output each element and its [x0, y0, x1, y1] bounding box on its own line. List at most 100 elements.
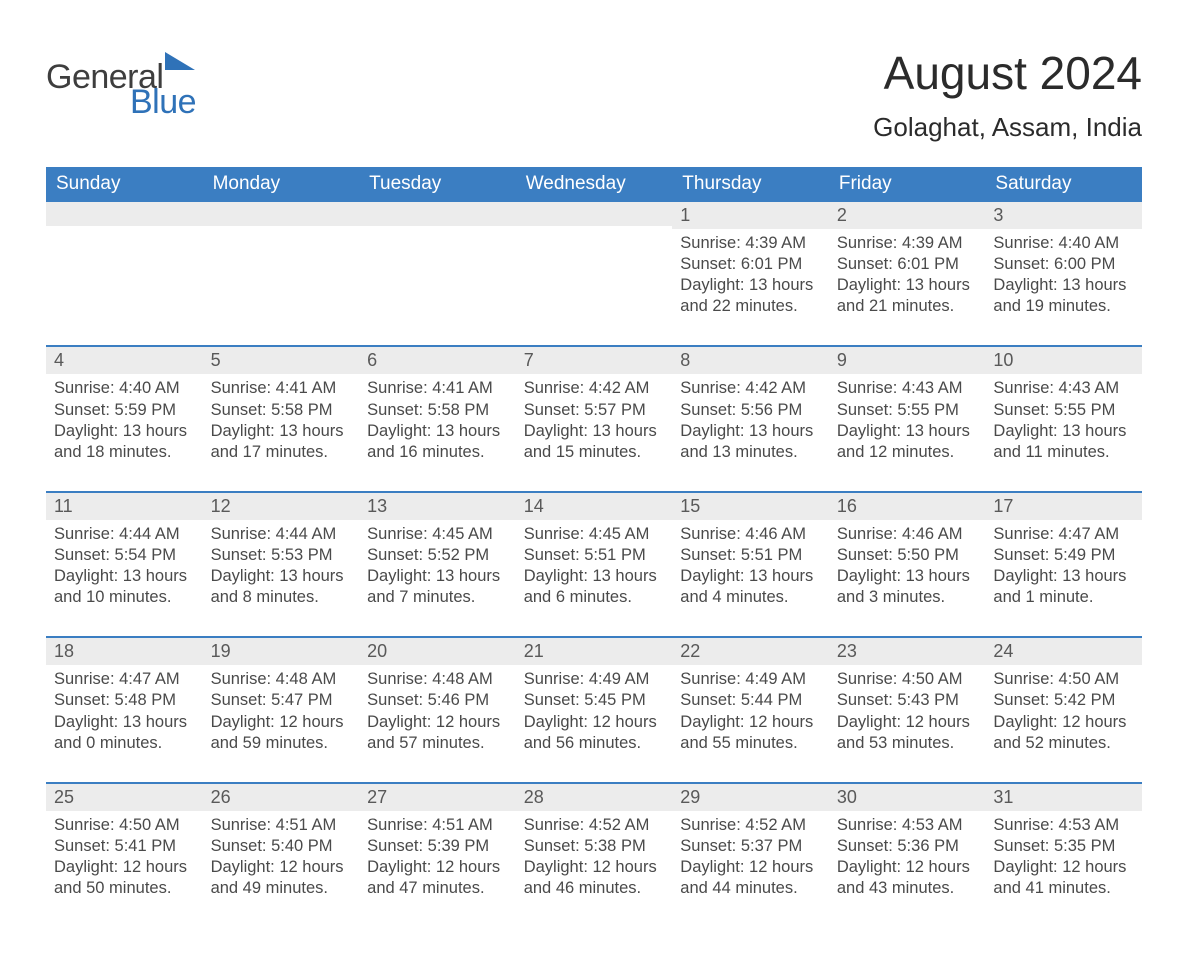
day-cell: 1Sunrise: 4:39 AMSunset: 6:01 PMDaylight… [672, 202, 829, 317]
day-body: Sunrise: 4:51 AMSunset: 5:39 PMDaylight:… [359, 811, 516, 899]
sunset-text: Sunset: 6:01 PM [680, 254, 821, 275]
day-body [46, 226, 203, 230]
daylight-text: Daylight: 12 hours and 50 minutes. [54, 857, 195, 899]
day-number [516, 202, 673, 226]
sunset-text: Sunset: 5:39 PM [367, 836, 508, 857]
sunrise-text: Sunrise: 4:46 AM [837, 524, 978, 545]
sunset-text: Sunset: 5:46 PM [367, 690, 508, 711]
weekday-monday: Monday [203, 167, 360, 202]
day-cell: 11Sunrise: 4:44 AMSunset: 5:54 PMDayligh… [46, 493, 203, 608]
daylight-text: Daylight: 12 hours and 52 minutes. [993, 712, 1134, 754]
day-cell: 21Sunrise: 4:49 AMSunset: 5:45 PMDayligh… [516, 638, 673, 753]
day-number: 17 [985, 493, 1142, 520]
sunset-text: Sunset: 5:52 PM [367, 545, 508, 566]
day-body: Sunrise: 4:49 AMSunset: 5:45 PMDaylight:… [516, 665, 673, 753]
day-number: 12 [203, 493, 360, 520]
day-body: Sunrise: 4:44 AMSunset: 5:53 PMDaylight:… [203, 520, 360, 608]
day-body: Sunrise: 4:43 AMSunset: 5:55 PMDaylight:… [829, 374, 986, 462]
weekday-thursday: Thursday [672, 167, 829, 202]
sunrise-text: Sunrise: 4:50 AM [54, 815, 195, 836]
day-body [516, 226, 673, 230]
day-number: 15 [672, 493, 829, 520]
sunrise-text: Sunrise: 4:39 AM [680, 233, 821, 254]
day-number: 28 [516, 784, 673, 811]
day-body: Sunrise: 4:42 AMSunset: 5:57 PMDaylight:… [516, 374, 673, 462]
sunset-text: Sunset: 5:54 PM [54, 545, 195, 566]
day-number: 31 [985, 784, 1142, 811]
daylight-text: Daylight: 12 hours and 53 minutes. [837, 712, 978, 754]
day-body: Sunrise: 4:41 AMSunset: 5:58 PMDaylight:… [203, 374, 360, 462]
sunset-text: Sunset: 5:58 PM [211, 400, 352, 421]
sunset-text: Sunset: 5:51 PM [524, 545, 665, 566]
sunrise-text: Sunrise: 4:52 AM [524, 815, 665, 836]
sunrise-text: Sunrise: 4:40 AM [993, 233, 1134, 254]
day-body: Sunrise: 4:39 AMSunset: 6:01 PMDaylight:… [672, 229, 829, 317]
title-block: August 2024 Golaghat, Assam, India [873, 50, 1142, 143]
day-number: 25 [46, 784, 203, 811]
day-number: 21 [516, 638, 673, 665]
sunset-text: Sunset: 5:55 PM [837, 400, 978, 421]
sunrise-text: Sunrise: 4:41 AM [367, 378, 508, 399]
day-number: 26 [203, 784, 360, 811]
day-cell: 29Sunrise: 4:52 AMSunset: 5:37 PMDayligh… [672, 784, 829, 899]
day-cell: 22Sunrise: 4:49 AMSunset: 5:44 PMDayligh… [672, 638, 829, 753]
day-number: 11 [46, 493, 203, 520]
daylight-text: Daylight: 12 hours and 56 minutes. [524, 712, 665, 754]
sunset-text: Sunset: 5:57 PM [524, 400, 665, 421]
daylight-text: Daylight: 13 hours and 16 minutes. [367, 421, 508, 463]
day-body: Sunrise: 4:53 AMSunset: 5:35 PMDaylight:… [985, 811, 1142, 899]
day-number [46, 202, 203, 226]
daylight-text: Daylight: 13 hours and 19 minutes. [993, 275, 1134, 317]
daylight-text: Daylight: 12 hours and 57 minutes. [367, 712, 508, 754]
day-cell: 10Sunrise: 4:43 AMSunset: 5:55 PMDayligh… [985, 347, 1142, 462]
day-cell: 24Sunrise: 4:50 AMSunset: 5:42 PMDayligh… [985, 638, 1142, 753]
day-number: 29 [672, 784, 829, 811]
day-body: Sunrise: 4:48 AMSunset: 5:46 PMDaylight:… [359, 665, 516, 753]
day-body: Sunrise: 4:45 AMSunset: 5:52 PMDaylight:… [359, 520, 516, 608]
day-number: 14 [516, 493, 673, 520]
day-body [359, 226, 516, 230]
sunset-text: Sunset: 5:55 PM [993, 400, 1134, 421]
day-number: 3 [985, 202, 1142, 229]
daylight-text: Daylight: 13 hours and 7 minutes. [367, 566, 508, 608]
sunset-text: Sunset: 5:50 PM [837, 545, 978, 566]
week-row: 11Sunrise: 4:44 AMSunset: 5:54 PMDayligh… [46, 491, 1142, 636]
sunset-text: Sunset: 5:44 PM [680, 690, 821, 711]
flag-icon [165, 52, 195, 70]
sunset-text: Sunset: 5:42 PM [993, 690, 1134, 711]
daylight-text: Daylight: 12 hours and 41 minutes. [993, 857, 1134, 899]
day-cell: 8Sunrise: 4:42 AMSunset: 5:56 PMDaylight… [672, 347, 829, 462]
day-cell [203, 202, 360, 317]
day-body: Sunrise: 4:39 AMSunset: 6:01 PMDaylight:… [829, 229, 986, 317]
day-number: 27 [359, 784, 516, 811]
day-number: 23 [829, 638, 986, 665]
page-header: General Blue August 2024 Golaghat, Assam… [46, 50, 1142, 143]
day-number: 8 [672, 347, 829, 374]
day-body: Sunrise: 4:45 AMSunset: 5:51 PMDaylight:… [516, 520, 673, 608]
day-body: Sunrise: 4:50 AMSunset: 5:41 PMDaylight:… [46, 811, 203, 899]
week-row: 4Sunrise: 4:40 AMSunset: 5:59 PMDaylight… [46, 345, 1142, 490]
day-cell: 17Sunrise: 4:47 AMSunset: 5:49 PMDayligh… [985, 493, 1142, 608]
sunrise-text: Sunrise: 4:43 AM [837, 378, 978, 399]
day-body: Sunrise: 4:41 AMSunset: 5:58 PMDaylight:… [359, 374, 516, 462]
month-title: August 2024 [873, 50, 1142, 96]
day-cell: 26Sunrise: 4:51 AMSunset: 5:40 PMDayligh… [203, 784, 360, 899]
day-number: 30 [829, 784, 986, 811]
sunrise-text: Sunrise: 4:49 AM [524, 669, 665, 690]
sunset-text: Sunset: 5:48 PM [54, 690, 195, 711]
day-body: Sunrise: 4:46 AMSunset: 5:50 PMDaylight:… [829, 520, 986, 608]
daylight-text: Daylight: 13 hours and 8 minutes. [211, 566, 352, 608]
day-body: Sunrise: 4:43 AMSunset: 5:55 PMDaylight:… [985, 374, 1142, 462]
day-number: 5 [203, 347, 360, 374]
calendar-page: General Blue August 2024 Golaghat, Assam… [0, 0, 1188, 967]
day-number: 20 [359, 638, 516, 665]
daylight-text: Daylight: 13 hours and 10 minutes. [54, 566, 195, 608]
sunset-text: Sunset: 5:41 PM [54, 836, 195, 857]
day-body: Sunrise: 4:52 AMSunset: 5:37 PMDaylight:… [672, 811, 829, 899]
sunset-text: Sunset: 5:58 PM [367, 400, 508, 421]
sunset-text: Sunset: 6:01 PM [837, 254, 978, 275]
location-label: Golaghat, Assam, India [873, 112, 1142, 143]
day-cell: 3Sunrise: 4:40 AMSunset: 6:00 PMDaylight… [985, 202, 1142, 317]
daylight-text: Daylight: 13 hours and 4 minutes. [680, 566, 821, 608]
sunrise-text: Sunrise: 4:48 AM [211, 669, 352, 690]
